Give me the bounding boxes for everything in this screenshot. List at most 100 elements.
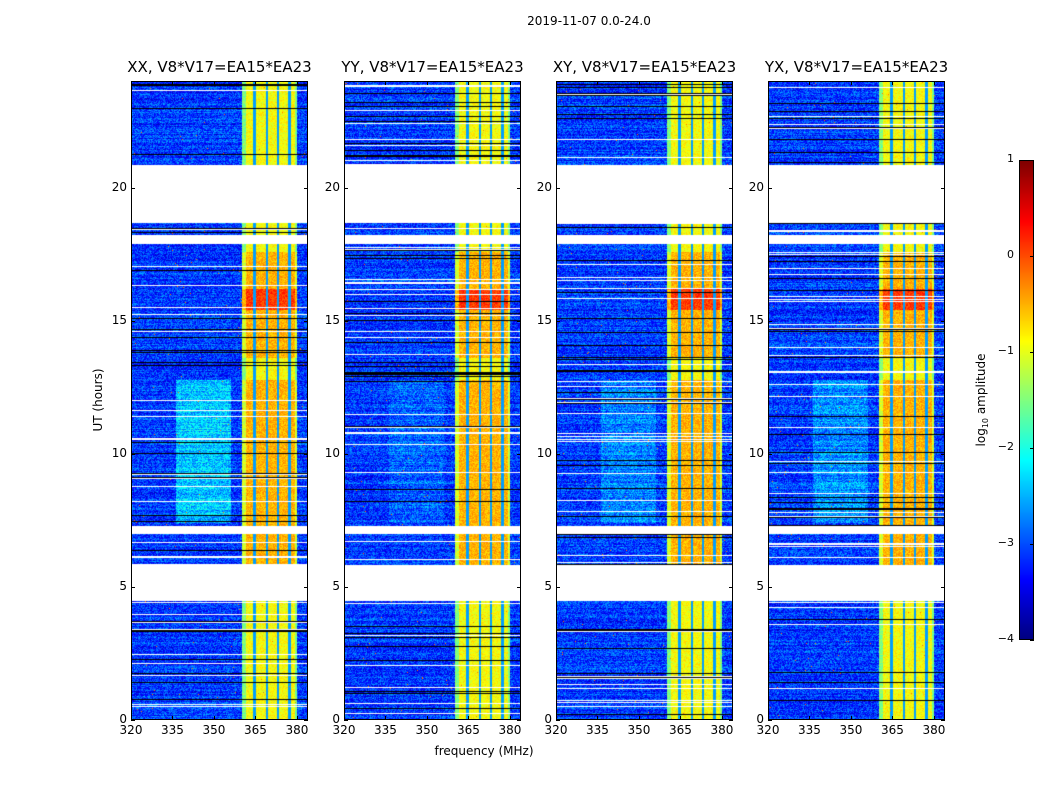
y-tick-mark	[344, 320, 348, 322]
x-tick-mark	[721, 716, 723, 720]
colorbar-tick-mark	[1030, 544, 1034, 545]
panel-1: XX, V8*V17=EA15*EA23 320 335 350 365 380 0 5 10 1…	[112, 58, 312, 737]
colorbar-tick-mark	[1030, 640, 1034, 641]
x-tick-mark	[597, 716, 599, 720]
x-tick-mark	[892, 716, 894, 720]
x-tick-mark	[255, 716, 257, 720]
y-tick-label: 10	[536, 445, 552, 460]
x-tick-label: 335	[586, 723, 609, 737]
y-tick-mark	[768, 320, 772, 322]
x-tick-mark	[850, 716, 852, 720]
y-tick-label: 15	[324, 312, 340, 327]
x-tick-mark	[680, 716, 682, 720]
y-tick-mark	[304, 187, 308, 189]
figure-title: 2019-11-07 0.0-24.0	[527, 14, 651, 28]
y-tick-mark	[729, 586, 733, 588]
panel-title: YX, V8*V17=EA15*EA23	[764, 58, 949, 76]
x-tick-mark	[933, 81, 935, 85]
y-tick-mark	[941, 187, 945, 189]
x-tick-mark	[296, 81, 298, 85]
colorbar-tick-mark	[1030, 448, 1034, 449]
x-tick-mark	[892, 81, 894, 85]
y-tick-mark	[768, 187, 772, 189]
heatmap-image	[131, 81, 308, 720]
x-tick-mark	[131, 716, 132, 720]
y-tick-mark	[941, 720, 945, 721]
x-tick-mark	[809, 81, 811, 85]
y-tick-mark	[344, 453, 348, 455]
colorbar-tick-label: −3	[997, 536, 1014, 549]
y-tick-mark	[344, 720, 348, 721]
colorbar-tick-label: 1	[1007, 152, 1014, 165]
y-tick-label: 0	[544, 712, 552, 726]
y-tick-mark	[729, 720, 733, 721]
y-tick-mark	[344, 586, 348, 588]
y-axis-label: UT (hours)	[91, 368, 105, 432]
colorbar-tick-mark	[1030, 256, 1034, 257]
x-tick-mark	[768, 81, 769, 85]
y-tick-mark	[304, 320, 308, 322]
y-tick-label: 20	[748, 179, 764, 194]
x-tick-label: 350	[415, 723, 439, 737]
x-tick-label: 365	[669, 723, 692, 737]
y-tick-mark	[517, 187, 521, 189]
x-tick-label: 380	[922, 723, 946, 737]
y-tick-mark	[941, 453, 945, 455]
x-tick-mark	[809, 716, 811, 720]
y-tick-label: 0	[756, 712, 764, 726]
colorbar-tick-mark	[1030, 352, 1034, 353]
x-tick-mark	[131, 81, 132, 85]
x-tick-label: 335	[798, 723, 821, 737]
x-tick-mark	[385, 716, 387, 720]
y-tick-mark	[768, 586, 772, 588]
y-tick-label: 5	[332, 578, 340, 593]
x-tick-mark	[468, 81, 470, 85]
colorbar-tick-label: 0	[1007, 248, 1014, 261]
panel-title: XX, V8*V17=EA15*EA23	[127, 58, 312, 76]
y-tick-mark	[517, 720, 521, 721]
y-tick-mark	[556, 187, 560, 189]
y-tick-mark	[344, 187, 348, 189]
heatmap-image	[556, 81, 733, 720]
x-tick-mark	[556, 81, 557, 85]
x-tick-mark	[468, 716, 470, 720]
colorbar-label: log10 amplitude	[974, 354, 990, 447]
panel-3: XY, V8*V17=EA15*EA23 320 335 350 365 380 0 5 10 1…	[537, 58, 736, 737]
x-tick-label: 335	[161, 723, 184, 737]
y-tick-mark	[556, 320, 560, 322]
y-tick-label: 15	[536, 312, 552, 327]
y-tick-mark	[131, 586, 135, 588]
y-tick-label: 5	[119, 578, 127, 593]
colorbar-tick-label: −4	[997, 632, 1014, 645]
x-axis-label: frequency (MHz)	[434, 744, 534, 758]
y-tick-mark	[304, 453, 308, 455]
x-tick-label: 350	[839, 723, 863, 737]
y-tick-mark	[556, 453, 560, 455]
colorbar	[1019, 160, 1034, 640]
y-tick-mark	[941, 320, 945, 322]
x-tick-label: 380	[285, 723, 309, 737]
x-tick-mark	[172, 716, 174, 720]
y-tick-mark	[729, 320, 733, 322]
y-tick-mark	[131, 187, 135, 189]
y-tick-mark	[768, 720, 772, 721]
y-tick-label: 20	[536, 179, 552, 194]
y-tick-label: 10	[324, 445, 340, 460]
panel-title: YY, V8*V17=EA15*EA23	[341, 58, 524, 76]
heatmap-image	[344, 81, 521, 720]
y-tick-label: 15	[111, 312, 127, 327]
y-tick-mark	[517, 453, 521, 455]
x-tick-mark	[213, 81, 215, 85]
x-tick-mark	[296, 716, 298, 720]
x-tick-label: 380	[710, 723, 734, 737]
y-tick-label: 15	[748, 312, 764, 327]
heatmap-image	[768, 81, 945, 720]
x-tick-mark	[344, 716, 345, 720]
y-tick-mark	[304, 720, 308, 721]
x-tick-label: 320	[544, 723, 568, 737]
x-tick-mark	[426, 81, 428, 85]
x-tick-label: 365	[881, 723, 904, 737]
y-tick-label: 0	[119, 712, 127, 726]
y-tick-label: 20	[111, 179, 127, 194]
y-tick-mark	[556, 720, 560, 721]
